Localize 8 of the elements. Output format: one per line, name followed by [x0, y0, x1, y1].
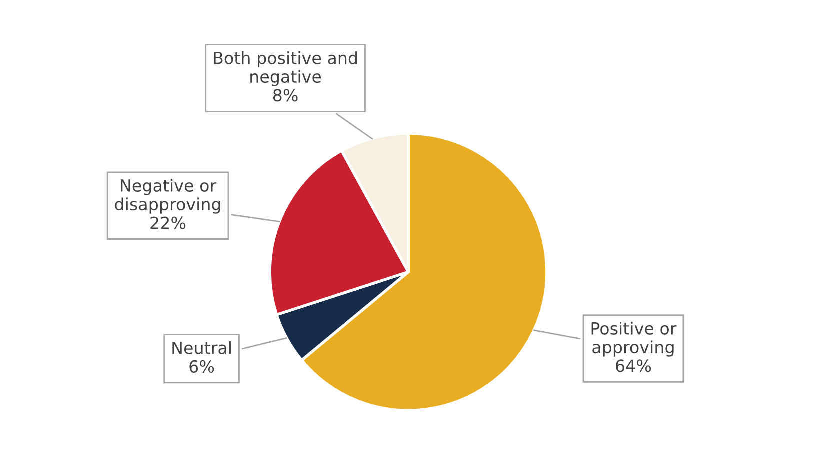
data-label: 8% [273, 89, 298, 102]
slice-label: Positive or approving [592, 322, 677, 357]
slice-label: Both positive and negative [214, 52, 358, 86]
data-label: 64% [616, 360, 652, 372]
data-label: 22% [150, 216, 186, 230]
slice-label: Negative or disapproving [115, 179, 220, 214]
slice-label: Neutral [172, 341, 231, 354]
data-label: 6% [190, 360, 214, 374]
